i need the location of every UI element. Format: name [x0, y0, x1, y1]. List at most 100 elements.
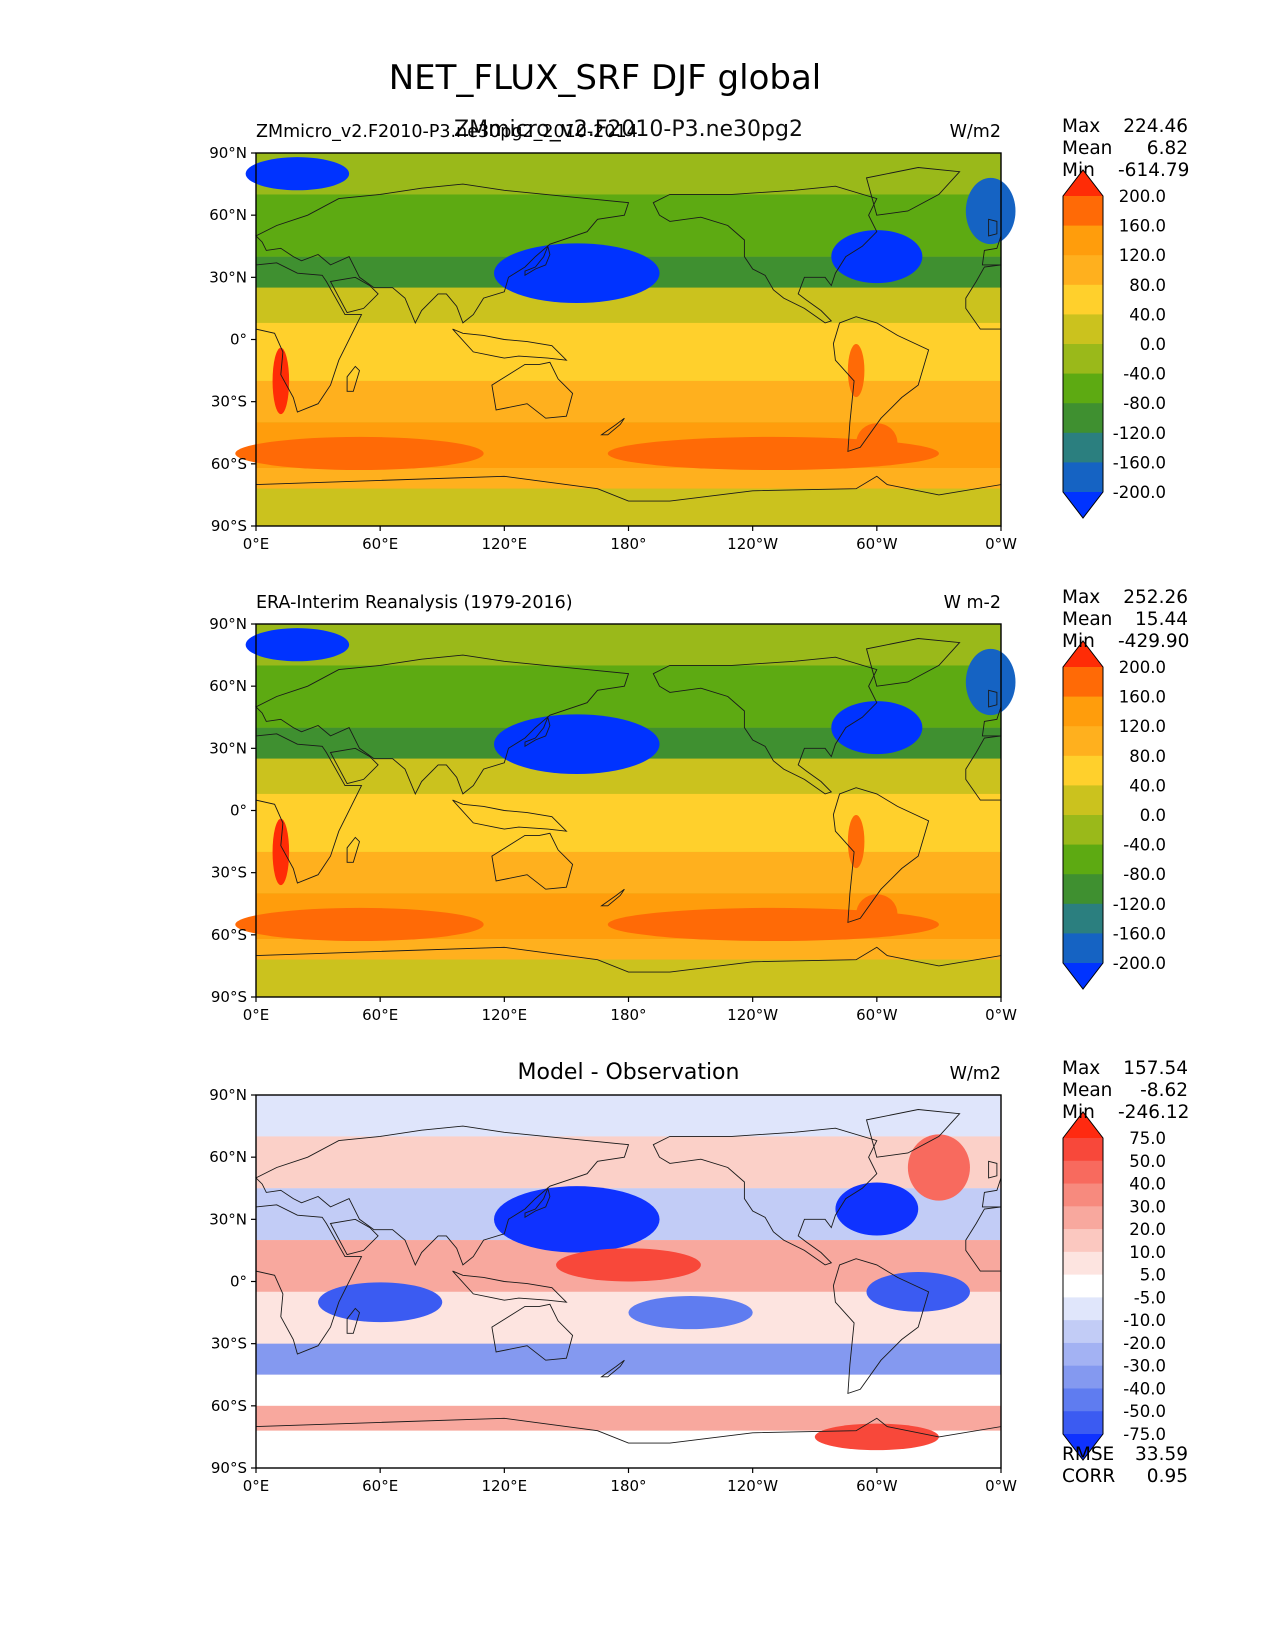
- stat-min: -614.79: [1118, 160, 1190, 181]
- coastline: [524, 1186, 551, 1219]
- field-feature: [607, 907, 939, 942]
- colorbar-tick-label: -80.0: [1123, 394, 1166, 413]
- lon-tick-label: 0°W: [985, 1477, 1017, 1495]
- stat-mean: 15.44: [1135, 609, 1188, 630]
- coastline: [255, 1125, 630, 1266]
- coastline: [255, 262, 363, 413]
- lat-tick-label: 90°S: [211, 517, 247, 535]
- colorbar-tick-label: -75.0: [1123, 1425, 1166, 1444]
- stat-corr-label: CORR: [1062, 1466, 1116, 1487]
- lat-tick-label: 60°S: [211, 455, 247, 473]
- field-feature: [493, 714, 660, 775]
- panel1-left-title: ZMmicro_v2.F2010-P3.ne30pg2_2010-2014: [256, 122, 638, 142]
- stat-min-label: Min: [1062, 631, 1095, 652]
- field-feature: [965, 177, 1016, 245]
- lat-tick-label: 90°S: [211, 1459, 247, 1477]
- coastline: [965, 264, 1002, 330]
- coastline: [832, 787, 930, 924]
- field-feature: [965, 648, 1016, 716]
- coastline: [255, 1204, 363, 1355]
- colorbar-extend-top: [1063, 641, 1103, 667]
- coastline: [524, 244, 551, 277]
- colorbar-tick-label: 20.0: [1129, 1220, 1166, 1239]
- lat-tick-label: 90°N: [209, 1086, 247, 1104]
- coastline: [491, 361, 574, 419]
- colorbar-tick-label: 10.0: [1129, 1243, 1166, 1262]
- colorbar-segment: [1063, 1388, 1103, 1412]
- panel1-colorbar: 200.0 160.0 120.0 80.0 40.0 0.0 -40.0 -80.0 -120…: [1062, 169, 1166, 519]
- colorbar-segment: [1063, 225, 1103, 256]
- colorbar-outline: [1062, 169, 1104, 519]
- field-band: [256, 380, 1001, 423]
- panel3-colorbar: 75.0 50.0 40.0 30.0 20.0 10.0 5.0 -5.0 -10.0 -20.…: [1062, 1111, 1166, 1461]
- colorbar-segment: [1063, 1229, 1103, 1253]
- field-band: [256, 624, 1001, 666]
- colorbar-extend-top: [1063, 170, 1103, 196]
- colorbar-segment: [1063, 1342, 1103, 1367]
- coastline: [865, 1109, 961, 1158]
- field-feature: [556, 1248, 701, 1282]
- colorbar-tick-label: 200.0: [1119, 187, 1166, 206]
- coastline: [832, 316, 930, 453]
- field-band: [256, 851, 1001, 894]
- colorbar-tick-label: -160.0: [1113, 453, 1166, 472]
- colorbar-tick-label: 40.0: [1129, 776, 1166, 795]
- coastline: [452, 1270, 568, 1303]
- panel1-center-title: ZMmicro_v2.F2010-P3.ne30pg2: [454, 117, 803, 142]
- field-feature: [831, 230, 923, 284]
- colorbar-segment: [1063, 1274, 1103, 1298]
- coastline: [329, 747, 379, 785]
- field-feature: [831, 701, 923, 755]
- stat-mean-label: Mean: [1062, 138, 1113, 159]
- coastline: [600, 888, 625, 907]
- colorbar-segment: [1063, 874, 1103, 905]
- lat-tick-label: 30°N: [209, 268, 247, 286]
- field-band: [256, 1095, 1001, 1137]
- field-feature: [866, 1271, 970, 1312]
- stat-mean-label: Mean: [1062, 1080, 1113, 1101]
- lat-tick-label: 30°S: [211, 864, 247, 882]
- lat-tick-label: 90°N: [209, 144, 247, 162]
- lat-tick-label: 60°S: [211, 1397, 247, 1415]
- colorbar-tick-label: -200.0: [1113, 483, 1166, 502]
- lon-tick-label: 60°W: [856, 535, 898, 553]
- colorbar-tick-label: -10.0: [1123, 1311, 1166, 1330]
- coastline: [600, 417, 625, 436]
- lat-tick-label: 30°S: [211, 1335, 247, 1353]
- panel2-left-title: ERA-Interim Reanalysis (1979-2016): [256, 593, 573, 613]
- colorbar-segment: [1063, 755, 1103, 786]
- colorbar-segment: [1063, 1411, 1103, 1435]
- coastline: [255, 183, 630, 324]
- field-band: [256, 938, 1001, 960]
- colorbar-segment: [1063, 432, 1103, 463]
- colorbar-segment: [1063, 1160, 1103, 1185]
- lon-tick-label: 60°E: [362, 535, 398, 553]
- colorbar-segment: [1063, 696, 1103, 727]
- coastline: [965, 1206, 1002, 1272]
- field-feature: [814, 1423, 939, 1451]
- field-feature: [493, 1186, 660, 1253]
- stat-max: 157.54: [1123, 1058, 1188, 1079]
- coastline: [346, 836, 361, 863]
- lat-tick-label: 0°: [230, 331, 247, 349]
- colorbar-outline: [1062, 640, 1104, 990]
- coastline: [600, 1359, 625, 1378]
- stat-min-label: Min: [1062, 1102, 1095, 1123]
- colorbar-segment: [1063, 903, 1103, 934]
- colorbar-tick-label: -160.0: [1113, 924, 1166, 943]
- field-feature: [835, 1182, 919, 1236]
- colorbar-segment: [1063, 196, 1103, 227]
- colorbar-segment: [1063, 344, 1103, 375]
- coastline: [329, 1218, 379, 1256]
- coastline: [652, 656, 878, 795]
- lon-tick-label: 60°E: [362, 1006, 398, 1024]
- lat-tick-label: 60°S: [211, 926, 247, 944]
- field-band: [256, 153, 1001, 195]
- stat-corr: 0.95: [1146, 1466, 1188, 1487]
- coastline: [988, 218, 998, 237]
- panel3-center-title: Model - Observation: [517, 1060, 740, 1085]
- colorbar-tick-label: 75.0: [1129, 1129, 1166, 1148]
- coastline: [452, 799, 568, 832]
- lon-tick-label: 120°E: [482, 1477, 528, 1495]
